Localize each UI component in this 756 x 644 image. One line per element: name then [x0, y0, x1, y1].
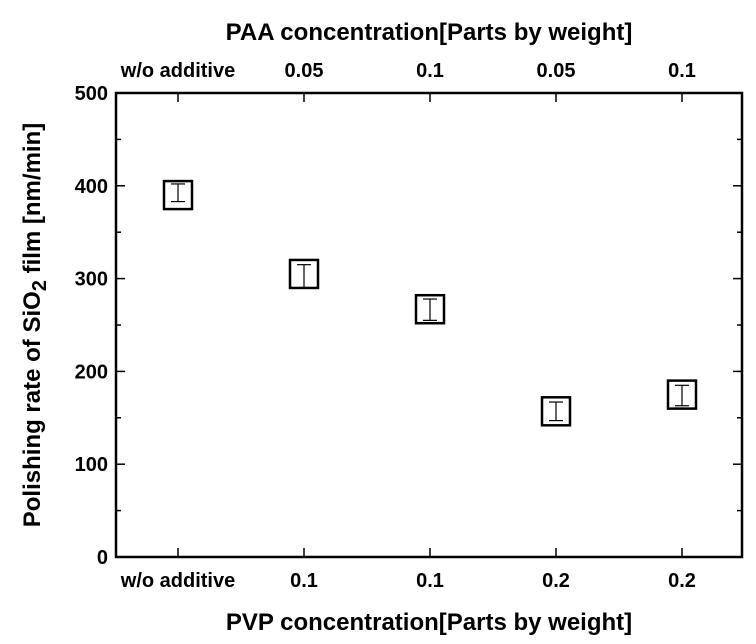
y-tick-label: 0 [97, 547, 108, 569]
top-tick-label: 0.1 [668, 60, 696, 82]
y-axis-title-suffix: film [nm/min] [19, 123, 46, 280]
axis-ticks [116, 93, 742, 557]
y-tick-label: 100 [75, 454, 108, 476]
bottom-tick-label: 0.2 [668, 570, 696, 592]
bottom-axis-title: PVP concentration[Parts by weight] [226, 609, 632, 636]
top-tick-label: w/o additive [120, 60, 235, 82]
y-tick-label: 200 [75, 361, 108, 383]
plot-frame [116, 93, 742, 557]
y-tick-label: 300 [75, 269, 108, 291]
top-tick-label: 0.1 [416, 60, 444, 82]
y-tick-label: 500 [75, 83, 108, 105]
bottom-tick-label: 0.2 [542, 570, 570, 592]
y-axis-title-prefix: Polishing rate of SiO [19, 291, 46, 527]
top-tick-label: 0.05 [285, 60, 324, 82]
y-axis-title-subscript: 2 [29, 280, 51, 291]
y-tick-label: 400 [75, 176, 108, 198]
top-axis-title: PAA concentration[Parts by weight] [226, 19, 633, 46]
y-axis-title: Polishing rate of SiO2 film [nm/min] [19, 123, 51, 527]
data-points [164, 181, 696, 425]
top-tick-label: 0.05 [537, 60, 576, 82]
bottom-tick-label: 0.1 [416, 570, 444, 592]
bottom-tick-label: w/o additive [120, 570, 235, 592]
bottom-tick-label: 0.1 [290, 570, 318, 592]
tick-labels: 0 100 200 300 400 500 w/o additive 0.05 0.1 0.05 0… [75, 60, 696, 592]
